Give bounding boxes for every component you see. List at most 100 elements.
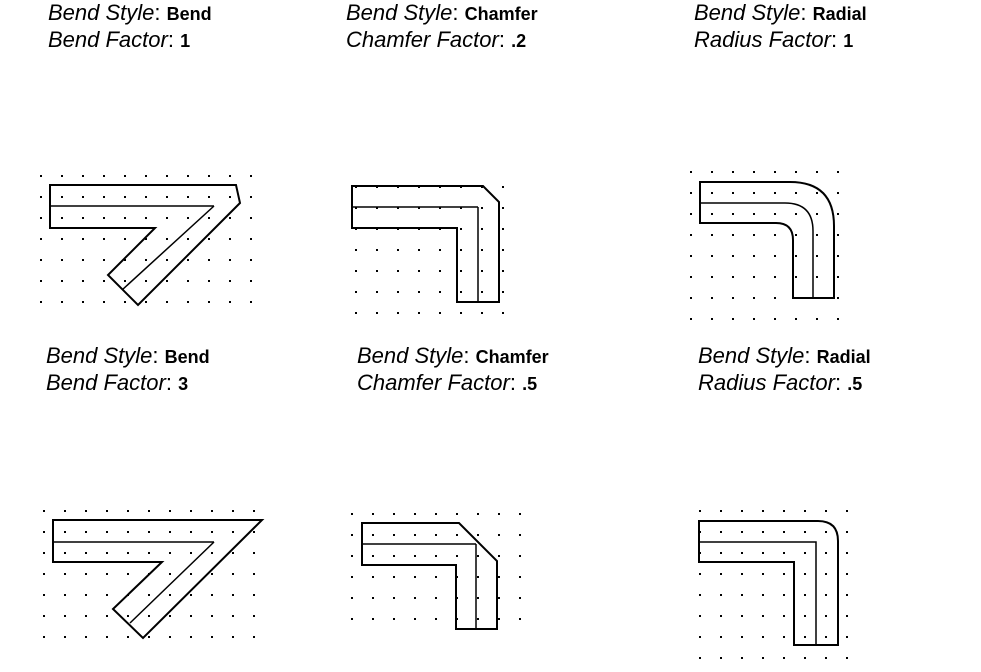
grid-dot (699, 615, 701, 617)
grid-dot (43, 573, 45, 575)
style-key: Bend Style (48, 0, 155, 25)
grid-dot (414, 618, 416, 620)
grid-dot (64, 594, 66, 596)
grid-dot (837, 297, 839, 299)
grid-dot (103, 280, 105, 282)
grid-dot (127, 531, 129, 533)
grid-dot (690, 318, 692, 320)
grid-dot (127, 573, 129, 575)
grid-dot (82, 301, 84, 303)
grid-dot (783, 510, 785, 512)
factor-key: Radius Factor (694, 27, 831, 52)
grid-dot (145, 301, 147, 303)
grid-dot (148, 636, 150, 638)
grid-dot (753, 318, 755, 320)
grid-dot (460, 207, 462, 209)
grid-dot (816, 171, 818, 173)
grid-dot (690, 213, 692, 215)
grid-dot (355, 207, 357, 209)
grid-dot (460, 270, 462, 272)
grid-dot (372, 534, 374, 536)
grid-dot (825, 531, 827, 533)
grid-dot (456, 555, 458, 557)
grid-dot (439, 207, 441, 209)
grid-dot (106, 510, 108, 512)
grid-dot (711, 318, 713, 320)
grid-dot (519, 597, 521, 599)
grid-dot (846, 636, 848, 638)
grid-dot (376, 291, 378, 293)
grid-dot (711, 171, 713, 173)
grid-dot (498, 597, 500, 599)
grid-dot (804, 594, 806, 596)
grid-dot (190, 510, 192, 512)
grid-dot (804, 657, 806, 659)
grid-dot (232, 573, 234, 575)
grid-dot (169, 636, 171, 638)
grid-dot (166, 175, 168, 177)
grid-dot (124, 196, 126, 198)
grid-dot (477, 534, 479, 536)
grid-dot (82, 238, 84, 240)
grid-dot (250, 196, 252, 198)
grid-dot (393, 555, 395, 557)
grid-dot (103, 301, 105, 303)
grid-dot (732, 213, 734, 215)
grid-dot (253, 531, 255, 533)
grid-dot (762, 594, 764, 596)
grid-dot (699, 510, 701, 512)
grid-dot (250, 175, 252, 177)
grid-dot (783, 573, 785, 575)
grid-dot (690, 255, 692, 257)
style-value: Radial (812, 4, 867, 24)
factor-key: Bend Factor (46, 370, 166, 395)
grid-dot (690, 234, 692, 236)
grid-dot (211, 636, 213, 638)
caption-3: Bend Style: Radial Radius Factor: 1 (694, 0, 867, 52)
grid-dot (190, 615, 192, 617)
grid-dot (397, 270, 399, 272)
grid-dot (502, 312, 504, 314)
grid-dot (106, 636, 108, 638)
grid-dot (741, 615, 743, 617)
grid-dot (372, 618, 374, 620)
grid-dot (816, 255, 818, 257)
grid-dot (40, 280, 42, 282)
grid-dot (481, 312, 483, 314)
grid-dot (393, 618, 395, 620)
grid-dot (502, 228, 504, 230)
grid-dot (481, 291, 483, 293)
grid-dot (837, 213, 839, 215)
grid-dot (82, 196, 84, 198)
grid-dot (103, 175, 105, 177)
grid-dot (837, 171, 839, 173)
grid-dot (711, 276, 713, 278)
grid-dot (732, 192, 734, 194)
grid-dot (711, 192, 713, 194)
wire-figure-bend-3 (52, 519, 265, 640)
grid-dot (106, 615, 108, 617)
factor-value: .5 (847, 374, 863, 394)
grid-dot (211, 594, 213, 596)
grid-dot (355, 291, 357, 293)
grid-dot (783, 657, 785, 659)
grid-dot (124, 301, 126, 303)
grid-dot (418, 249, 420, 251)
factor-value: 3 (178, 374, 189, 394)
grid-dot (351, 555, 353, 557)
grid-dot (169, 531, 171, 533)
grid-dot (187, 196, 189, 198)
grid-dot (846, 573, 848, 575)
caption-4: Bend Style: Bend Bend Factor: 3 (46, 343, 210, 395)
grid-dot (846, 615, 848, 617)
grid-dot (414, 555, 416, 557)
grid-dot (804, 510, 806, 512)
grid-dot (456, 513, 458, 515)
grid-dot (762, 552, 764, 554)
grid-dot (61, 280, 63, 282)
grid-dot (762, 657, 764, 659)
grid-dot (837, 192, 839, 194)
grid-dot (456, 534, 458, 536)
style-key: Bend Style (46, 343, 153, 368)
grid-dot (187, 259, 189, 261)
